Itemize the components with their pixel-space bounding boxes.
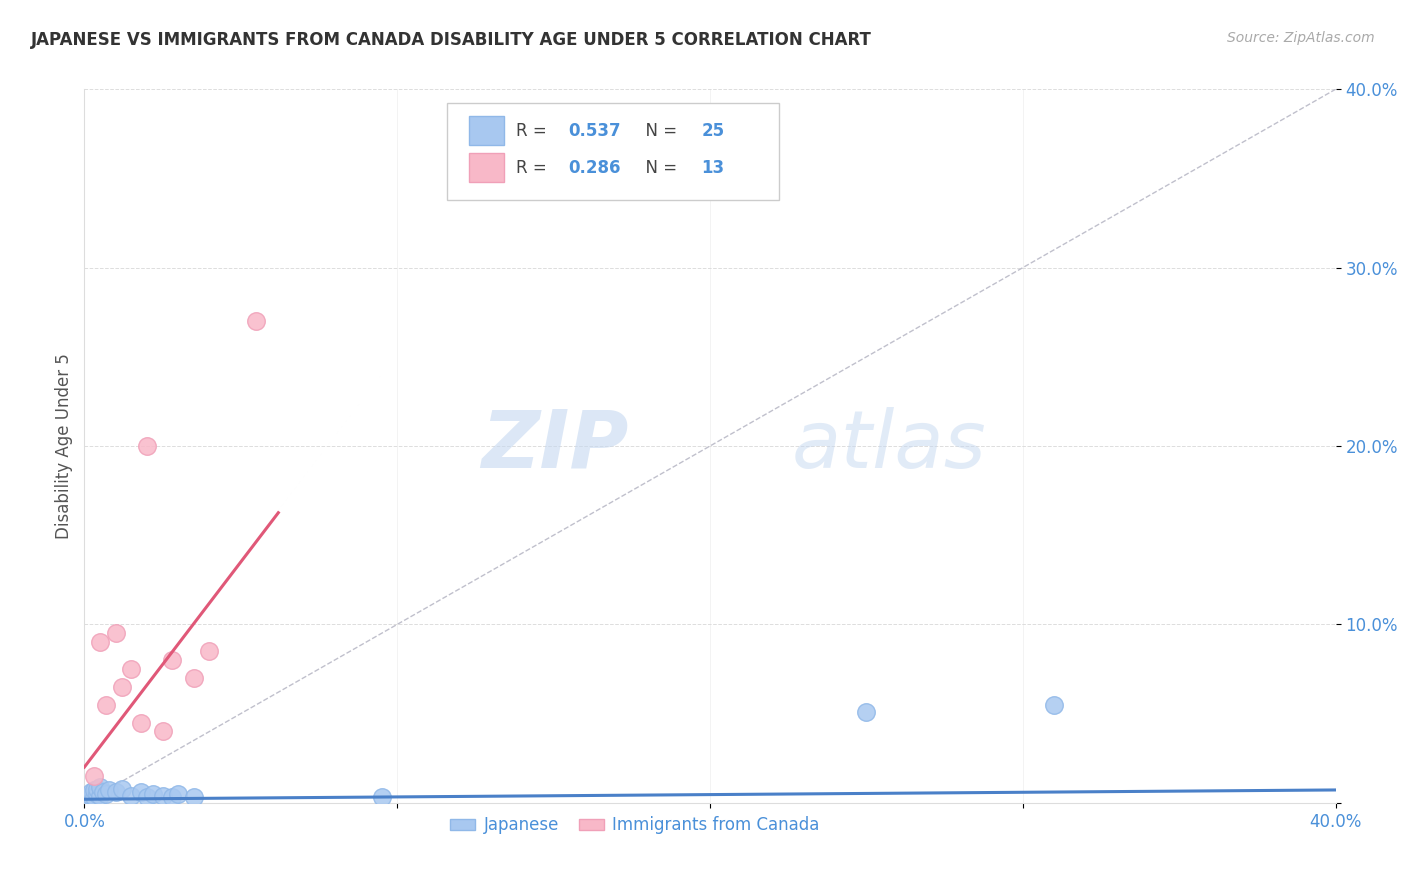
Text: R =: R = [516, 159, 553, 177]
Point [104, 785, 127, 799]
Point [83, 769, 105, 783]
Point [1043, 698, 1066, 712]
Point [111, 781, 134, 796]
Point [245, 314, 267, 328]
Point [89, 789, 111, 803]
Point [96, 698, 118, 712]
Point [160, 653, 183, 667]
Text: 0.537: 0.537 [568, 121, 621, 139]
Point [855, 705, 877, 719]
Text: JAPANESE VS IMMIGRANTS FROM CANADA DISABILITY AGE UNDER 5 CORRELATION CHART: JAPANESE VS IMMIGRANTS FROM CANADA DISAB… [31, 31, 872, 49]
Point [152, 724, 174, 739]
Point [160, 790, 183, 805]
Legend: Japanese, Immigrants from Canada: Japanese, Immigrants from Canada [443, 810, 827, 841]
Point [83, 783, 105, 797]
Point [104, 626, 127, 640]
Point [198, 644, 221, 658]
Text: 13: 13 [702, 159, 724, 177]
Point [86, 787, 108, 801]
Point [79, 789, 101, 803]
Text: Source: ZipAtlas.com: Source: ZipAtlas.com [1227, 31, 1375, 45]
Point [120, 789, 142, 803]
Text: N =: N = [636, 121, 682, 139]
Text: ZIP: ZIP [481, 407, 628, 485]
Point [152, 789, 174, 803]
Point [183, 671, 205, 685]
Point [91, 785, 114, 799]
Point [76, 790, 98, 805]
Point [86, 781, 108, 796]
Point [83, 790, 105, 805]
Point [96, 787, 118, 801]
Point [89, 635, 111, 649]
Text: atlas: atlas [792, 407, 986, 485]
Point [111, 680, 134, 694]
Point [183, 790, 205, 805]
Point [129, 715, 152, 730]
Point [142, 787, 165, 801]
Point [136, 439, 159, 453]
Point [120, 662, 142, 676]
Point [167, 787, 190, 801]
Point [79, 785, 101, 799]
Text: R =: R = [516, 121, 553, 139]
Text: N =: N = [636, 159, 682, 177]
Text: 0.286: 0.286 [568, 159, 621, 177]
FancyBboxPatch shape [468, 116, 503, 145]
Point [136, 790, 159, 805]
Text: 25: 25 [702, 121, 724, 139]
Y-axis label: Disability Age Under 5: Disability Age Under 5 [55, 353, 73, 539]
FancyBboxPatch shape [468, 153, 503, 182]
Point [129, 785, 152, 799]
FancyBboxPatch shape [447, 103, 779, 200]
Point [89, 780, 111, 794]
Point [370, 790, 392, 805]
Point [98, 783, 121, 797]
